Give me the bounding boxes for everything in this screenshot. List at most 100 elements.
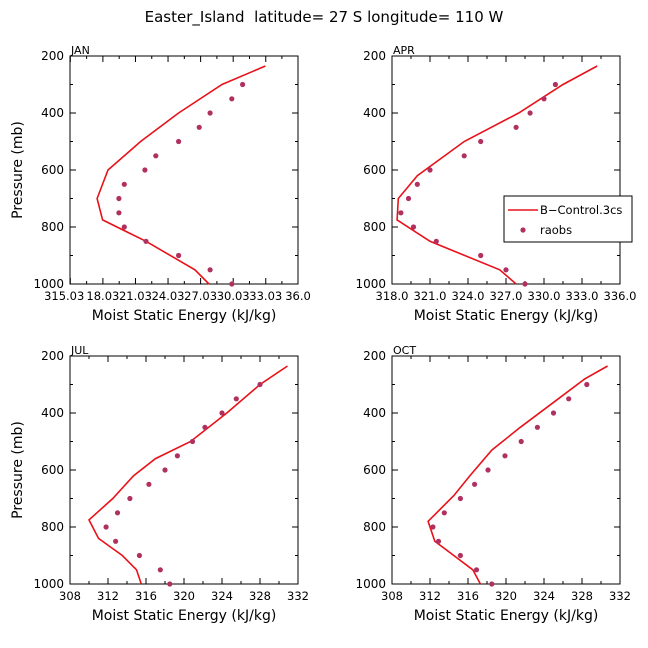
x-tick-label: 312 [419,589,441,603]
x-tick-label: 333.0 [566,289,599,303]
raobs-point [127,495,133,502]
raobs-point [489,581,495,587]
legend-box [503,195,633,243]
raobs-point [398,210,404,216]
x-tick-label: 328 [249,589,271,603]
y-tick-label: 1000 [355,577,386,591]
raobs-point [257,381,263,388]
x-tick-label: 316 [135,589,157,603]
raobs-point [174,453,180,459]
x-tick-label: 318.0 [376,289,409,303]
panel-month-label: APR [393,44,415,57]
raobs-point [103,524,109,530]
x-tick-label: 330.0 [528,289,561,303]
raobs-point [414,181,420,187]
raobs-point [485,467,491,473]
raobs-point [153,153,159,159]
x-tick-label: 21.03 [119,289,152,303]
raobs-point [146,481,152,487]
raobs-point [121,224,127,230]
x-tick-label: 332 [287,589,309,603]
x-tick-label: 30.03 [217,289,250,303]
raobs-point [502,453,508,459]
x-tick-label: 27.03 [184,289,217,303]
raobs-point [552,81,559,88]
y-tick-label: 200 [41,49,64,63]
raobs-point [202,424,208,430]
raobs-point [478,252,484,259]
raobs-point [534,424,541,430]
x-tick-label: 321.0 [414,289,447,303]
raobs-point [430,524,436,530]
raobs-point [457,495,463,502]
panel-month-label: JUL [70,344,89,357]
x-tick-label: 316 [457,589,479,603]
raobs-point [433,238,439,244]
x-tick-label: 324.0 [452,289,485,303]
raobs-point [541,96,547,102]
x-axis-label: Moist Static Energy (kJ/kg) [414,608,599,624]
raobs-point [472,481,478,487]
x-tick-label: 324 [533,589,555,603]
x-tick-label: 336.0 [604,289,637,303]
y-tick-label: 400 [363,106,386,120]
x-tick-label: 328 [571,589,593,603]
raobs-point [207,267,213,273]
raobs-point [457,552,463,559]
x-tick-label: 312 [97,589,119,603]
model-line [427,365,608,585]
raobs-point [167,581,173,587]
raobs-point [473,567,480,573]
y-tick-label: 800 [41,220,64,234]
y-tick-label: 600 [41,463,64,477]
raobs-point [503,267,509,273]
raobs-point [229,96,235,102]
raobs-point [176,252,182,259]
y-tick-label: 400 [363,406,386,420]
y-tick-label: 800 [363,220,386,234]
raobs-point [207,110,213,116]
raobs-point [478,138,484,145]
x-tick-label: 324 [211,589,233,603]
panel-month-label: OCT [393,344,416,357]
legend-obs-label: raobs [540,223,572,237]
y-tick-label: 600 [41,163,64,177]
raobs-point [233,396,239,402]
y-tick-label: 800 [363,520,386,534]
y-tick-label: 400 [41,106,64,120]
raobs-point [550,410,557,416]
x-tick-label: 320 [495,589,517,603]
raobs-point [527,110,533,116]
y-axis-label: Pressure (mb) [10,421,26,519]
y-tick-label: 200 [41,349,64,363]
raobs-point [229,281,235,287]
raobs-point [427,167,433,173]
x-tick-label: 33.03 [249,289,282,303]
panel-month-label: JAN [70,44,90,57]
raobs-point [513,124,519,130]
raobs-point [157,567,163,573]
y-tick-label: 1000 [355,277,386,291]
x-tick-label: 327.0 [490,289,523,303]
raobs-point [189,438,196,445]
raobs-point [410,224,417,230]
y-tick-label: 200 [363,49,386,63]
raobs-point [441,510,447,516]
model-line [396,65,598,285]
y-tick-label: 1000 [33,277,64,291]
raobs-point [219,410,225,416]
legend: B−Control.3cs raobs [503,195,633,243]
x-tick-label: 18.03 [86,289,119,303]
x-tick-label: 320 [173,589,195,603]
model-line [88,365,288,585]
x-tick-label: 308 [59,589,81,603]
raobs-point [566,396,572,402]
y-tick-label: 200 [363,349,386,363]
y-tick-label: 600 [363,463,386,477]
x-axis-label: Moist Static Energy (kJ/kg) [92,308,277,324]
y-tick-label: 600 [363,163,386,177]
raobs-point [162,467,168,473]
figure-title: Easter_Island latitude= 27 S longitude= … [145,8,504,27]
